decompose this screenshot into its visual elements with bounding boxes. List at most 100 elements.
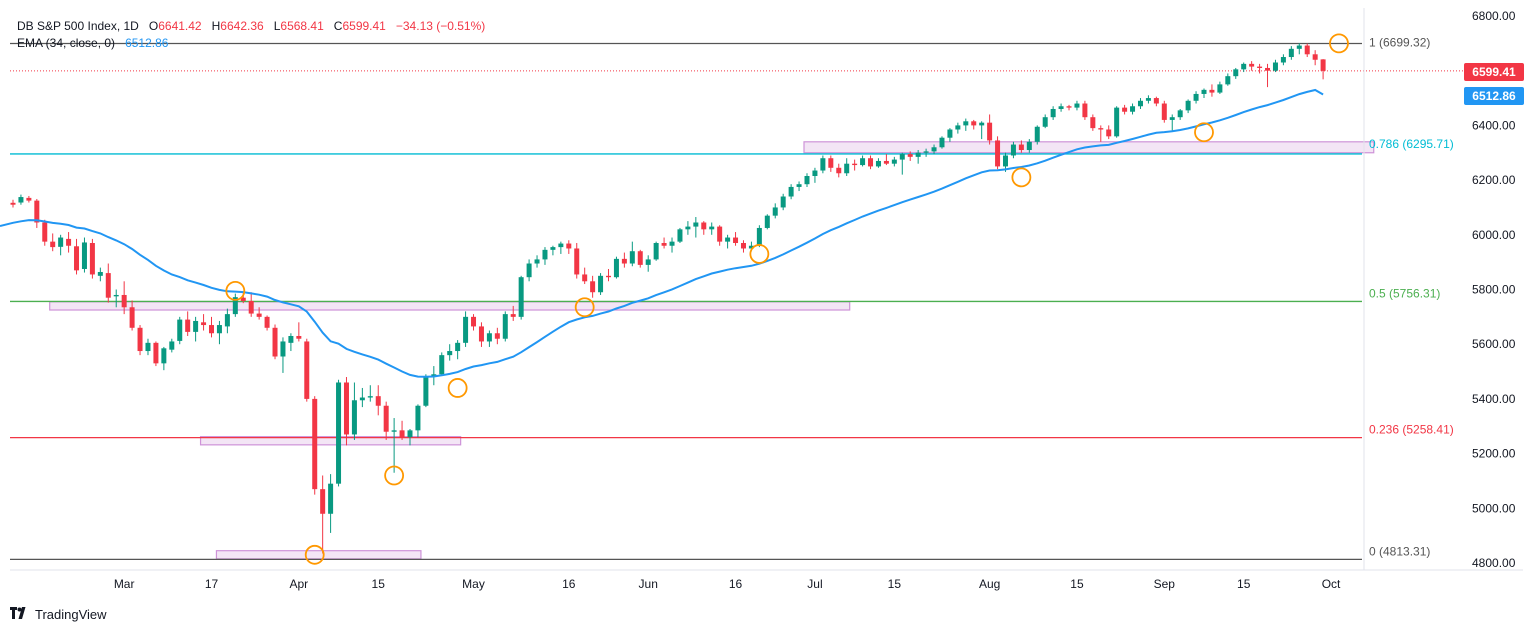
candle-body bbox=[113, 294, 119, 297]
candle-body bbox=[201, 322, 207, 326]
candle-body bbox=[669, 241, 675, 246]
marker-circle bbox=[225, 280, 246, 301]
candle-body bbox=[18, 197, 24, 203]
legend-ema-label: EMA (34, close, 0) bbox=[17, 36, 116, 50]
legend-symbol: DB S&P 500 Index, 1D bbox=[17, 19, 139, 33]
candle-body bbox=[1272, 62, 1278, 71]
candle-body bbox=[455, 342, 461, 352]
x-tick-label: 15 bbox=[1070, 577, 1084, 591]
candle-body bbox=[1169, 117, 1175, 120]
support-zones bbox=[49, 141, 1375, 560]
candle-body bbox=[1265, 67, 1271, 71]
candle-body bbox=[685, 226, 691, 230]
candle-body bbox=[1090, 117, 1096, 129]
legend-close: 6599.41 bbox=[342, 19, 386, 33]
candle-body bbox=[26, 197, 32, 201]
x-tick-label: Sep bbox=[1154, 577, 1176, 591]
candle-body bbox=[161, 348, 167, 364]
candle-body bbox=[1193, 93, 1199, 101]
candle-body bbox=[756, 227, 762, 246]
candle-body bbox=[526, 263, 532, 278]
ema-series bbox=[0, 88, 1324, 378]
candle-body bbox=[987, 122, 993, 141]
candle-body bbox=[137, 327, 143, 352]
candle-body bbox=[796, 184, 802, 187]
marker-circle bbox=[1011, 167, 1032, 188]
x-tick-label: Jun bbox=[639, 577, 658, 591]
candle-body bbox=[328, 483, 334, 514]
candle-body bbox=[566, 243, 572, 249]
candle-body bbox=[733, 237, 739, 244]
candle-body bbox=[558, 243, 564, 248]
tradingview-name: TradingView bbox=[35, 607, 107, 622]
candle-body bbox=[852, 163, 858, 166]
candle-body bbox=[1026, 141, 1032, 151]
candle-body bbox=[494, 333, 500, 339]
candle-body bbox=[407, 430, 413, 438]
candle-body bbox=[304, 341, 310, 399]
candle-body bbox=[1233, 69, 1239, 77]
legend-ohlc-row: DB S&P 500 Index, 1D O6641.42 H6642.36 L… bbox=[17, 18, 485, 35]
y-tick-label: 5400.00 bbox=[1472, 392, 1516, 406]
candle-body bbox=[606, 275, 611, 278]
legend-low: 6568.41 bbox=[280, 19, 324, 33]
marker-circle bbox=[304, 544, 325, 565]
candle-body bbox=[439, 355, 445, 375]
candle-body bbox=[502, 314, 508, 339]
candle-body bbox=[471, 316, 477, 327]
x-tick-label: 16 bbox=[729, 577, 743, 591]
candle-body bbox=[1114, 107, 1120, 137]
candle-body bbox=[224, 314, 230, 327]
y-tick-label: 6800.00 bbox=[1472, 9, 1516, 23]
candle-body bbox=[748, 245, 754, 249]
candle-body bbox=[1177, 110, 1183, 118]
candle-body bbox=[1050, 108, 1056, 118]
chart-legend: DB S&P 500 Index, 1D O6641.42 H6642.36 L… bbox=[17, 18, 485, 52]
candle-body bbox=[121, 294, 127, 308]
candle-body bbox=[343, 382, 349, 435]
candle-body bbox=[590, 281, 596, 293]
y-tick-label: 6200.00 bbox=[1472, 173, 1516, 187]
legend-high-label: H bbox=[211, 19, 221, 33]
x-tick-label: Mar bbox=[114, 577, 135, 591]
candle-body bbox=[1106, 129, 1112, 137]
candle-body bbox=[1217, 84, 1223, 93]
candle-body bbox=[34, 200, 40, 223]
support-zone bbox=[49, 301, 851, 311]
candle-body bbox=[129, 307, 135, 328]
candle-body bbox=[145, 342, 151, 352]
candle-body bbox=[1122, 107, 1128, 112]
x-tick-label: 16 bbox=[562, 577, 576, 591]
candle-body bbox=[336, 382, 342, 484]
y-tick-label: 5000.00 bbox=[1472, 501, 1516, 515]
candle-body bbox=[1249, 63, 1255, 67]
candle-body bbox=[637, 251, 643, 265]
candle-body bbox=[256, 313, 262, 317]
candle-body bbox=[979, 122, 985, 126]
marker-circle bbox=[1194, 122, 1214, 143]
candle-body bbox=[209, 325, 214, 334]
marker-circle bbox=[574, 297, 595, 318]
tradingview-brand[interactable]: TradingView bbox=[10, 607, 107, 622]
x-tick-label: 15 bbox=[372, 577, 386, 591]
candle-body bbox=[185, 319, 191, 332]
candle-body bbox=[296, 335, 302, 339]
candle-body bbox=[1153, 98, 1159, 104]
candle-body bbox=[899, 154, 905, 160]
candle-body bbox=[463, 316, 469, 343]
legend-ema-row: EMA (34, close, 0) 6512.86 bbox=[17, 35, 485, 52]
legend-open: 6641.42 bbox=[158, 19, 202, 33]
marker-circle bbox=[1329, 33, 1349, 54]
candle-body bbox=[288, 335, 294, 343]
candle-body bbox=[264, 316, 270, 328]
x-tick-label: 15 bbox=[1237, 577, 1251, 591]
candle-body bbox=[1145, 98, 1151, 101]
candle-body bbox=[701, 222, 707, 230]
candle-body bbox=[248, 300, 254, 314]
x-tick-label: Aug bbox=[979, 577, 1000, 591]
candle-body bbox=[58, 237, 64, 247]
candle-body bbox=[772, 207, 778, 216]
candle-body bbox=[1225, 76, 1231, 85]
fib-label: 0.5 (5756.31) bbox=[1369, 286, 1440, 300]
